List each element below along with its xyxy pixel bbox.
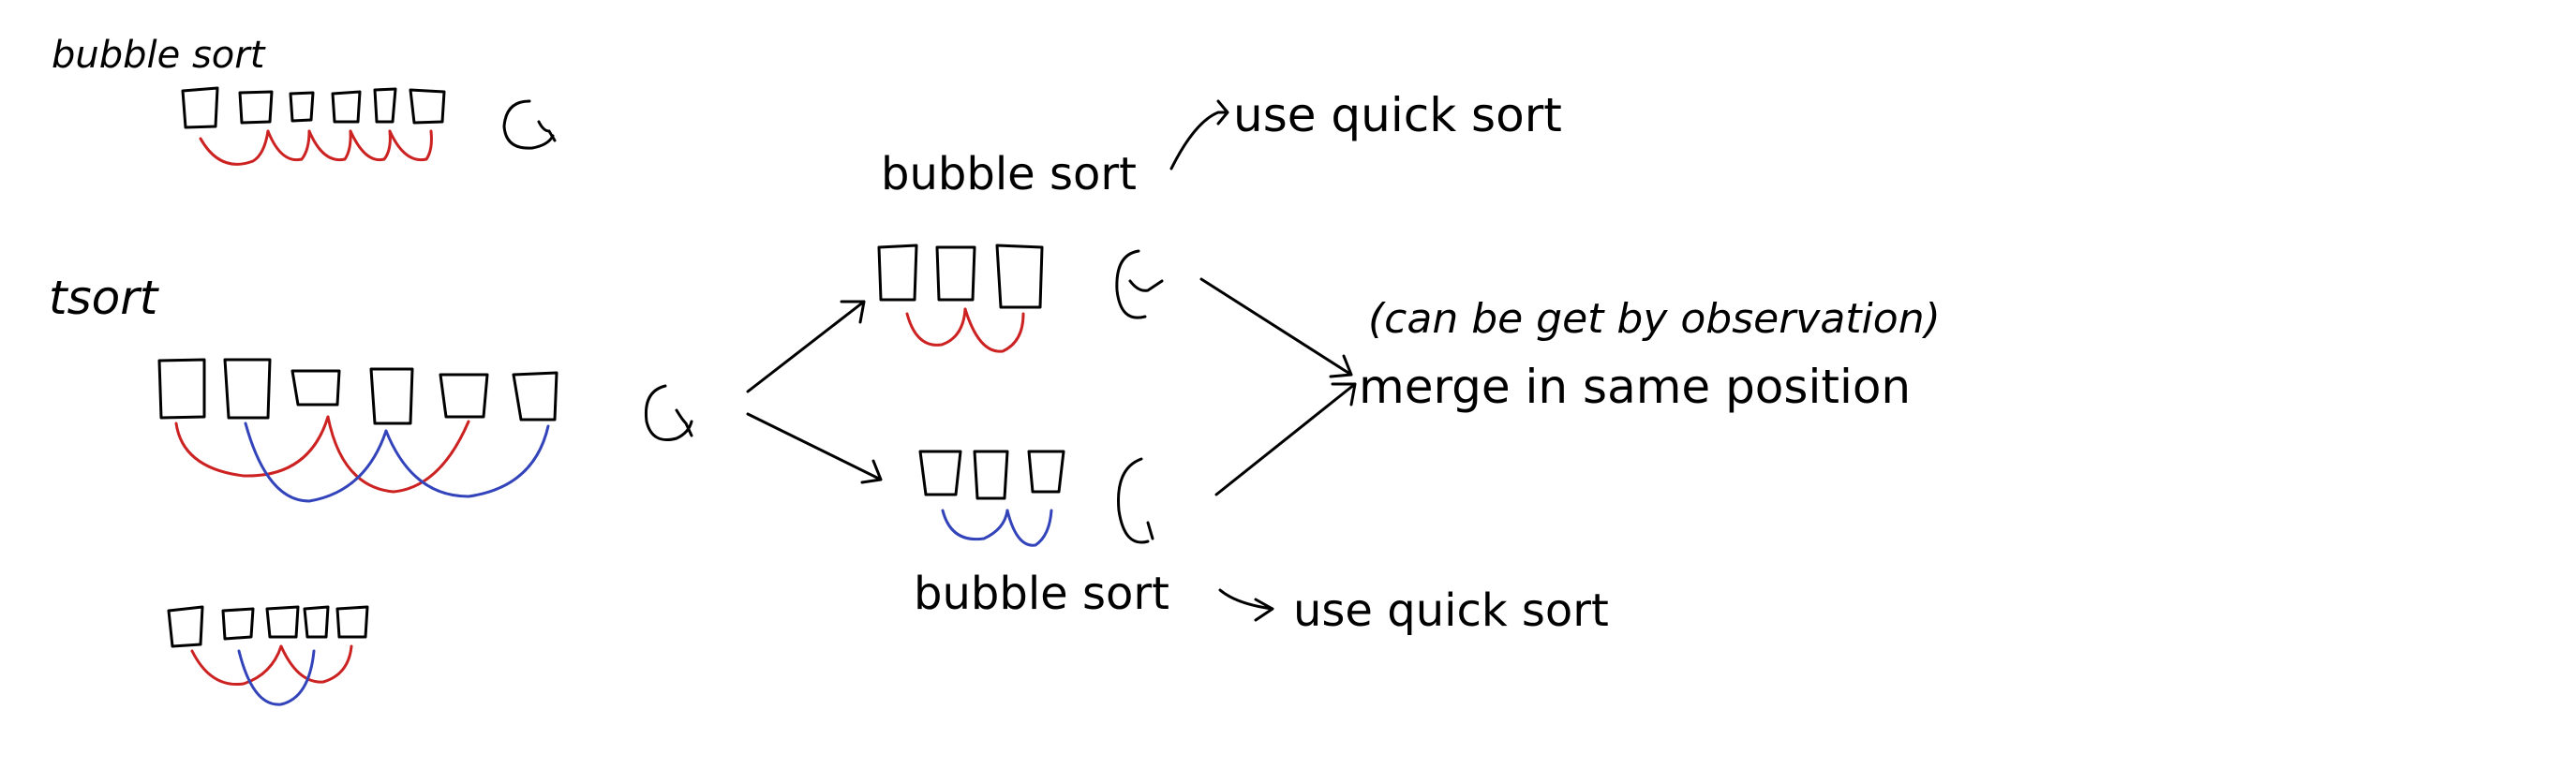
merge-in-same-position-label: merge in same position	[1359, 360, 1911, 414]
split-arrow-up	[746, 300, 866, 393]
array-cell	[157, 358, 206, 420]
cycle-arrow-icon	[1115, 249, 1164, 319]
pair-arc	[941, 509, 1009, 541]
pair-arc	[307, 129, 352, 162]
quick-sort-arrow-top	[1169, 99, 1229, 170]
bubble-sort-row	[181, 86, 446, 129]
pair-arc	[963, 307, 1025, 353]
array-cell	[335, 605, 369, 639]
array-cell	[439, 373, 489, 419]
array-cell	[181, 86, 219, 129]
tsort-label: tsort	[49, 271, 160, 325]
merge-arrow-bottom	[1214, 382, 1357, 496]
top-use-quick-sort-note: use quick sort	[1233, 88, 1562, 142]
array-cell	[303, 605, 330, 639]
bottom-sub-row	[918, 450, 1065, 500]
top-sub-row	[877, 244, 1044, 309]
pair-arc	[388, 129, 433, 162]
array-cell	[369, 367, 414, 425]
array-cell	[221, 607, 255, 641]
top-bubble-sort-label: bubble sort	[881, 148, 1137, 200]
array-cell	[973, 450, 1009, 500]
array-cell	[995, 244, 1044, 309]
array-cell	[935, 245, 976, 302]
tsort-row	[157, 358, 558, 425]
pair-arc	[349, 129, 392, 162]
pair-arc	[905, 307, 967, 347]
bottom-bubble-sort-label: bubble sort	[914, 568, 1169, 620]
bubble-sort-pair-arcs	[199, 129, 433, 166]
pair-arc	[1005, 509, 1053, 547]
cycle-arrow-icon	[1117, 457, 1154, 544]
pair-arc	[384, 424, 550, 498]
array-cell	[331, 90, 362, 124]
top-sub-row-arcs	[905, 307, 1025, 353]
pair-arc	[190, 644, 283, 687]
bottom-row	[167, 605, 369, 648]
cycle-arrow-icon	[502, 99, 557, 150]
array-cell	[290, 369, 341, 407]
bottom-row-arcs	[190, 644, 353, 706]
split-arrow-down	[746, 412, 883, 484]
tsort-red-arcs	[174, 415, 470, 494]
array-cell	[918, 450, 962, 496]
array-cell	[167, 605, 204, 648]
pair-arc	[244, 421, 388, 503]
merge-arrow-top	[1199, 277, 1353, 378]
bubble-sort-label: bubble sort	[52, 34, 266, 77]
pair-arc	[174, 415, 330, 478]
bottom-use-quick-sort-note: use quick sort	[1293, 584, 1609, 637]
array-cell	[238, 90, 274, 125]
observation-note: (can be get by observation)	[1368, 295, 1941, 343]
pair-arc	[279, 644, 353, 684]
quick-sort-arrow-bottom	[1218, 588, 1274, 622]
array-cell	[877, 244, 918, 302]
array-cell	[265, 605, 300, 639]
pair-arc	[326, 415, 470, 494]
array-cell	[409, 88, 446, 125]
cycle-arrow-icon	[644, 384, 693, 441]
array-cell	[223, 358, 272, 420]
pair-arc	[237, 649, 316, 706]
bottom-sub-row-arcs	[941, 509, 1053, 547]
pair-arc	[266, 129, 311, 162]
array-cell	[289, 91, 315, 123]
tsort-blue-arcs	[244, 421, 550, 503]
array-cell	[1027, 450, 1065, 494]
pair-arc	[199, 129, 270, 166]
array-cell	[512, 371, 558, 421]
array-cell	[373, 87, 397, 124]
